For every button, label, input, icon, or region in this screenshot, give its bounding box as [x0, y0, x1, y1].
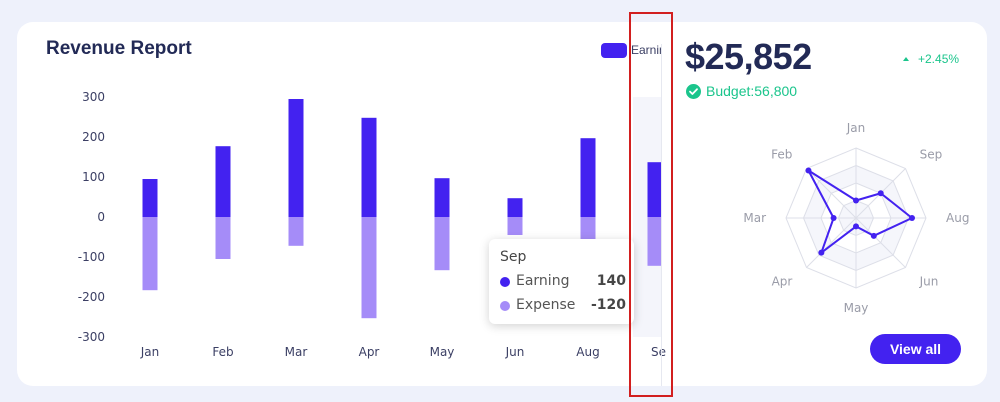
bar-earning-jun[interactable]	[507, 198, 523, 217]
radar-axis-label: Jun	[919, 275, 939, 289]
budget-value: Budget:56,800	[706, 83, 798, 99]
x-tick-label: Apr	[359, 345, 380, 359]
radar-point-apr[interactable]	[818, 249, 825, 256]
x-tick-label: May	[430, 345, 455, 359]
bar-earning-sep[interactable]	[647, 162, 662, 217]
radar-spoke	[855, 217, 906, 268]
bar-expense-sep[interactable]	[647, 217, 662, 266]
bar-expense-jun[interactable]	[507, 217, 523, 235]
check-circle-icon	[686, 83, 701, 99]
x-tick-label: Jan	[140, 345, 160, 359]
y-tick-label: -200	[78, 290, 105, 304]
radar-point-jun[interactable]	[870, 232, 877, 239]
page-title: Revenue Report	[46, 38, 192, 59]
y-tick-label: 300	[82, 90, 105, 104]
radar-point-mar[interactable]	[830, 215, 837, 221]
tooltip-value-expense: -120	[590, 297, 626, 313]
y-tick-label: 0	[97, 210, 105, 224]
view-all-button[interactable]: View all	[870, 334, 961, 364]
radar-spoke	[806, 168, 857, 219]
tooltip-row-expense: Expense -120	[500, 297, 626, 315]
change-badge: +2.45%	[903, 52, 959, 66]
trend-up-icon	[903, 57, 909, 61]
y-tick-label: 100	[82, 170, 105, 184]
radar-axis-label: Jan	[846, 121, 866, 135]
y-tick-label: -300	[78, 330, 105, 344]
tooltip-dot-expense	[500, 301, 510, 311]
x-tick-label: Feb	[212, 345, 233, 359]
panel-divider	[661, 44, 662, 386]
legend-swatch-earning	[601, 42, 627, 58]
radar-axis-label: Sep	[920, 147, 943, 161]
radar-axis-label: Feb	[771, 147, 792, 161]
x-tick-label: Se	[651, 345, 666, 359]
bar-expense-feb[interactable]	[215, 217, 231, 259]
radar-point-may[interactable]	[853, 223, 859, 230]
bar-earning-feb[interactable]	[215, 146, 231, 217]
radar-spoke	[806, 217, 857, 268]
y-tick-label: 200	[82, 130, 105, 144]
bar-earning-may[interactable]	[434, 178, 450, 217]
change-value: +2.45%	[918, 52, 960, 66]
tooltip-row-earning: Earning 140	[500, 273, 626, 291]
bar-expense-mar[interactable]	[288, 217, 304, 246]
bar-expense-apr[interactable]	[361, 217, 377, 319]
chart-tooltip: Sep Earning 140 Expense -120	[489, 239, 634, 324]
budget-info: Budget:56,800	[686, 83, 797, 99]
bar-earning-jan[interactable]	[142, 179, 158, 217]
legend-label-earning: Earning	[631, 43, 662, 57]
bar-earning-mar[interactable]	[288, 99, 304, 217]
tooltip-dot-earning	[500, 277, 510, 287]
bar-earning-aug[interactable]	[580, 138, 596, 217]
x-tick-label: Aug	[576, 345, 599, 359]
tooltip-month: Sep	[500, 249, 527, 265]
bar-expense-may[interactable]	[434, 217, 450, 271]
radar-point-sep[interactable]	[877, 190, 884, 197]
x-tick-label: Mar	[285, 345, 308, 359]
radar-axis-label: Aug	[946, 211, 969, 225]
highlight-box	[629, 12, 673, 397]
bar-earning-apr[interactable]	[361, 117, 377, 217]
y-tick-label: -100	[78, 250, 105, 264]
tooltip-label-earning: Earning	[516, 273, 570, 289]
radar-point-feb[interactable]	[805, 167, 812, 174]
radar-point-jan[interactable]	[853, 197, 859, 204]
radar-axis-label: Mar	[743, 211, 766, 225]
revenue-amount: $25,852	[685, 36, 812, 77]
tooltip-value-earning: 140	[596, 273, 626, 289]
bar-expense-jan[interactable]	[142, 217, 158, 291]
tooltip-label-expense: Expense	[516, 297, 576, 313]
radar-point-aug[interactable]	[909, 215, 915, 221]
radar-axis-label: May	[844, 301, 869, 315]
chart-legend[interactable]: Earning	[601, 42, 662, 58]
radar-axis-label: Apr	[772, 275, 793, 289]
x-tick-label: Jun	[505, 345, 525, 359]
